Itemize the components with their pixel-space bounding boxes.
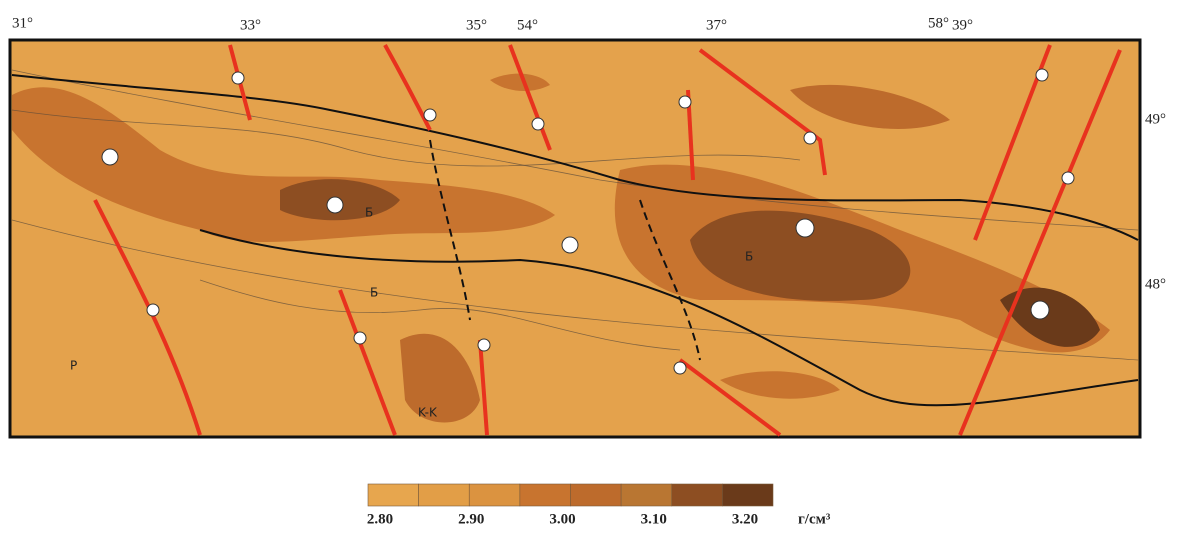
legend: г/см³ 2.80 2.90 3.00 3.10 3.20 — [367, 484, 831, 527]
legend-label: 2.80 — [367, 511, 393, 527]
legend-label: 3.00 — [549, 511, 575, 527]
legend-swatch — [520, 484, 571, 506]
legend-swatch — [571, 484, 622, 506]
region-label: Б — [365, 206, 373, 220]
legend-swatch — [469, 484, 520, 506]
longitude-label: 39° — [952, 17, 973, 33]
legend-swatch — [672, 484, 723, 506]
longitude-label: 58° — [928, 15, 949, 31]
legend-swatch — [722, 484, 773, 506]
legend-label: 2.90 — [458, 511, 484, 527]
map-area: P K-K Б Б Б 31° 33° 35° 54° 37° 58° 39° … — [10, 15, 1166, 437]
legend-swatch — [621, 484, 672, 506]
region-label: P — [70, 359, 77, 373]
longitude-label: 35° — [466, 17, 487, 33]
longitude-label: 54° — [517, 17, 538, 33]
legend-swatch — [419, 484, 470, 506]
region-label: Б — [370, 286, 378, 300]
legend-label: 3.10 — [641, 511, 667, 527]
legend-label: 3.20 — [732, 511, 758, 527]
longitude-label: 31° — [12, 15, 33, 31]
longitude-label: 37° — [706, 17, 727, 33]
latitude-label: 48° — [1145, 276, 1166, 292]
longitude-label: 33° — [240, 17, 261, 33]
latitude-label: 49° — [1145, 111, 1166, 127]
region-label: K-K — [418, 406, 438, 420]
legend-swatch — [368, 484, 419, 506]
region-label: Б — [745, 250, 753, 264]
map-figure: P K-K Б Б Б 31° 33° 35° 54° 37° 58° 39° … — [0, 0, 1179, 535]
legend-unit: г/см³ — [798, 511, 831, 527]
